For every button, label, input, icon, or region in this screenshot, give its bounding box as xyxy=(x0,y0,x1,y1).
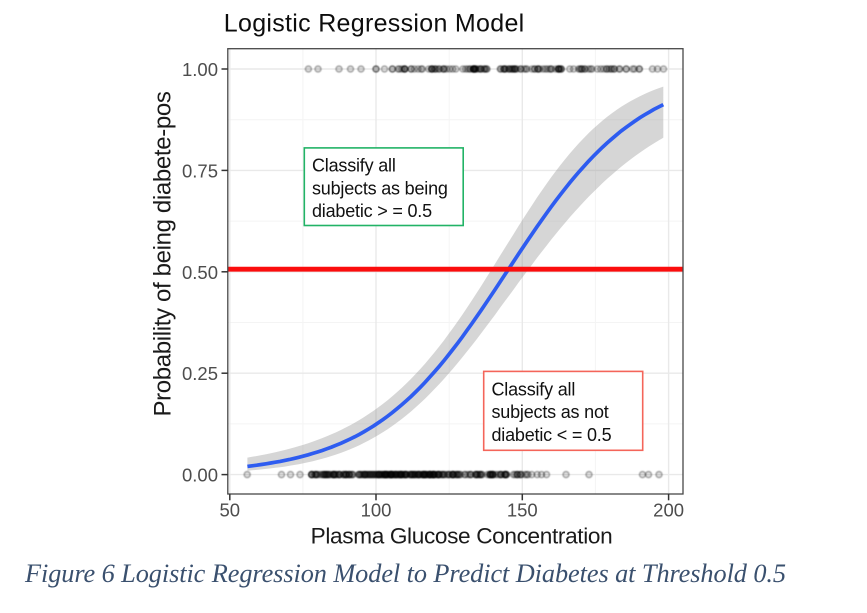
svg-text:Classify all: Classify all xyxy=(492,379,576,399)
svg-text:Logistic Regression Model: Logistic Regression Model xyxy=(224,10,525,38)
svg-text:0.00: 0.00 xyxy=(182,465,218,486)
svg-text:0.75: 0.75 xyxy=(182,160,218,181)
svg-text:0.25: 0.25 xyxy=(182,363,218,384)
svg-text:diabetic < = 0.5: diabetic < = 0.5 xyxy=(492,425,612,445)
svg-text:100: 100 xyxy=(361,500,392,521)
svg-text:200: 200 xyxy=(653,500,684,521)
svg-text:0.50: 0.50 xyxy=(182,262,218,283)
svg-text:Probability of being diabete-p: Probability of being diabete-pos xyxy=(150,91,177,416)
svg-text:150: 150 xyxy=(507,500,538,521)
svg-text:subjects as not: subjects as not xyxy=(492,402,609,422)
svg-text:diabetic > = 0.5: diabetic > = 0.5 xyxy=(312,201,432,221)
svg-text:Classify all: Classify all xyxy=(312,156,396,176)
svg-text:1.00: 1.00 xyxy=(182,59,218,80)
svg-text:50: 50 xyxy=(220,500,241,521)
svg-text:Plasma Glucose Concentration: Plasma Glucose Concentration xyxy=(311,524,613,549)
svg-text:Figure 6 Logistic Regression M: Figure 6 Logistic Regression Model to Pr… xyxy=(24,559,786,588)
svg-text:subjects as being: subjects as being xyxy=(312,178,448,198)
